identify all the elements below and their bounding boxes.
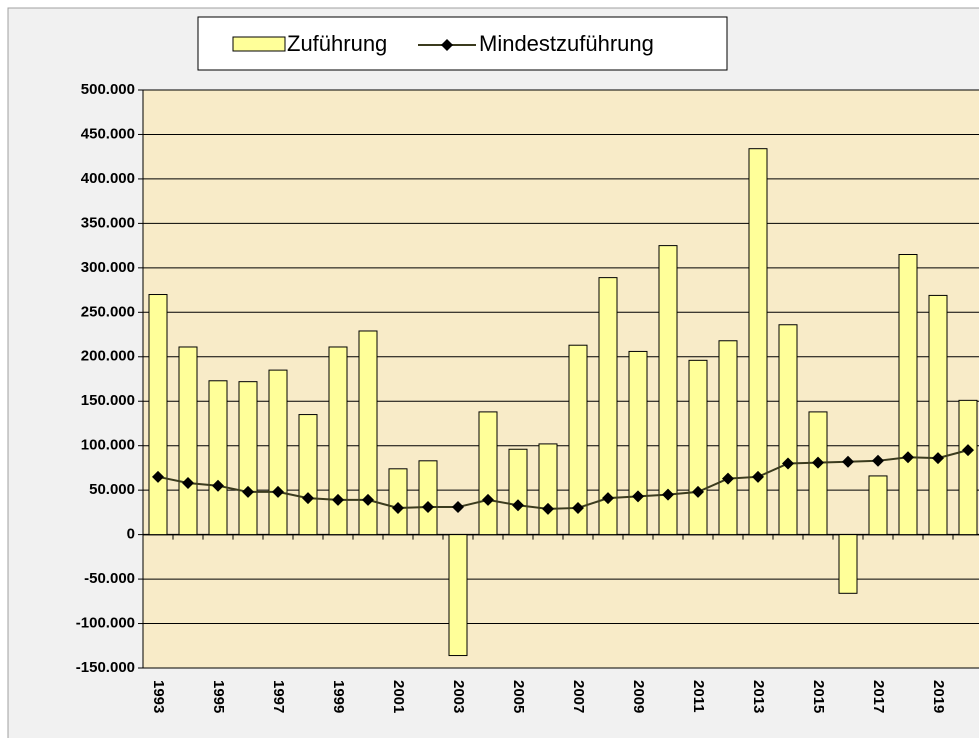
marker <box>662 488 674 501</box>
bar <box>658 245 678 536</box>
y-tick-label: 350.000 <box>81 214 135 231</box>
x-tick-label: 2001 <box>390 680 407 713</box>
x-tick-label: 2007 <box>570 680 587 713</box>
marker <box>302 492 314 505</box>
bar <box>508 448 528 536</box>
x-tick-label: 2011 <box>690 680 707 713</box>
marker <box>512 499 524 512</box>
bar <box>418 460 438 536</box>
y-tick-label: -100.000 <box>76 615 135 632</box>
marker <box>452 501 464 514</box>
bar <box>268 369 288 536</box>
bar <box>328 346 348 536</box>
marker <box>542 502 554 515</box>
marker <box>812 456 824 469</box>
bar <box>148 294 168 536</box>
marker <box>782 457 794 470</box>
bar <box>868 475 888 536</box>
y-tick-label: 150.000 <box>81 392 135 409</box>
bar <box>838 534 858 594</box>
bar <box>238 381 258 536</box>
bar <box>388 468 408 536</box>
x-tick-label: 1999 <box>330 680 347 713</box>
marker <box>182 477 194 490</box>
marker <box>272 485 284 498</box>
bar <box>358 330 378 536</box>
legend-label: Zuführung <box>287 31 387 56</box>
marker <box>242 485 254 498</box>
marker <box>722 472 734 485</box>
marker <box>632 490 644 503</box>
bar <box>298 414 318 536</box>
marker <box>572 501 584 514</box>
y-tick-label: 0 <box>127 526 135 543</box>
legend <box>197 16 728 71</box>
x-tick-label: 2015 <box>810 680 827 713</box>
x-tick-label: 2013 <box>750 680 767 713</box>
x-tick-label: 2005 <box>510 680 527 713</box>
y-tick-label: 100.000 <box>81 437 135 454</box>
marker <box>392 501 404 514</box>
y-tick-label: 200.000 <box>81 348 135 365</box>
legend-swatch <box>232 36 286 52</box>
bar <box>928 294 948 536</box>
marker <box>752 470 764 483</box>
marker <box>842 455 854 468</box>
bar <box>478 411 498 536</box>
bar <box>538 443 558 536</box>
y-tick-label: 250.000 <box>81 303 135 320</box>
bar <box>958 399 978 536</box>
x-tick-label: 2003 <box>450 680 467 713</box>
bar <box>688 359 708 536</box>
legend-label: Mindestzuführung <box>479 31 654 56</box>
marker <box>602 492 614 505</box>
marker <box>932 452 944 465</box>
marker <box>362 493 374 506</box>
bar <box>748 148 768 536</box>
marker <box>482 493 494 506</box>
marker <box>152 470 164 483</box>
legend-marker <box>441 39 453 51</box>
bar <box>778 324 798 536</box>
x-tick-label: 1995 <box>210 680 227 713</box>
y-tick-label: -150.000 <box>76 659 135 676</box>
marker <box>872 454 884 467</box>
bar <box>718 340 738 536</box>
x-tick-label: 2019 <box>930 680 947 713</box>
bar <box>628 350 648 536</box>
bar <box>568 344 588 536</box>
y-tick-label: 400.000 <box>81 170 135 187</box>
y-tick-label: 300.000 <box>81 259 135 276</box>
x-tick-label: 2017 <box>870 680 887 713</box>
y-tick-label: -50.000 <box>84 570 135 587</box>
bar <box>598 277 618 536</box>
y-tick-label: 50.000 <box>89 481 135 498</box>
bar <box>808 411 828 536</box>
bar <box>898 254 918 536</box>
marker <box>212 479 224 492</box>
marker <box>902 451 914 464</box>
x-tick-label: 1997 <box>270 680 287 713</box>
marker <box>422 501 434 514</box>
y-tick-label: 500.000 <box>81 81 135 98</box>
line <box>157 449 969 510</box>
y-tick-label: 450.000 <box>81 125 135 142</box>
marker <box>962 444 974 457</box>
marker <box>332 493 344 506</box>
x-tick-label: 2009 <box>630 680 647 713</box>
bar <box>208 380 228 536</box>
bar <box>178 346 198 536</box>
bar <box>448 534 468 657</box>
x-tick-label: 1993 <box>150 680 167 713</box>
marker <box>692 485 704 498</box>
